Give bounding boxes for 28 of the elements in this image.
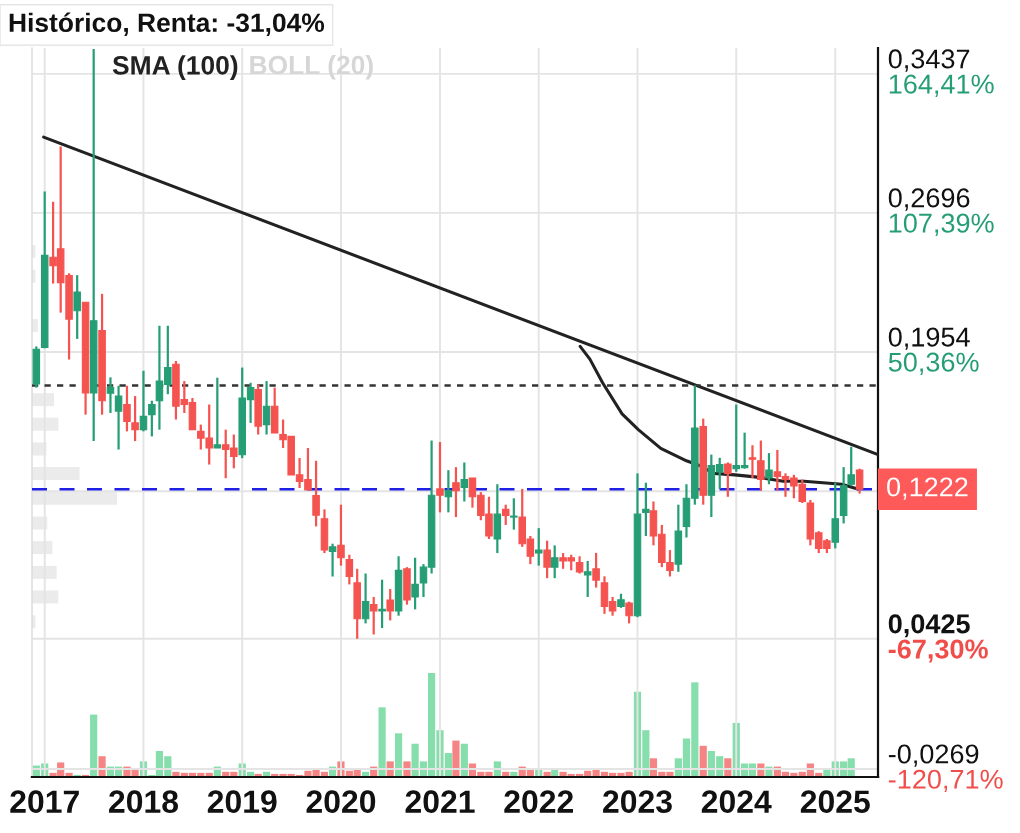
text: SMA (100) (112, 55, 238, 80)
x-tick-label: 2018 (109, 790, 179, 813)
y2-tick-label: 50,36% (888, 352, 979, 375)
y-tick-label: 0,0425 (888, 614, 970, 638)
y-tick-label: 0,3437 (888, 49, 970, 72)
chart-title: Histórico, Renta: -31,04% (9, 12, 325, 36)
bar (98, 756, 106, 777)
bar (394, 733, 403, 777)
annotation: 0,1222 (887, 477, 968, 500)
bar (452, 740, 460, 777)
y-tick-label: 0,1954 (888, 327, 970, 350)
bar (378, 707, 386, 777)
x-tick-label: 2022 (504, 790, 573, 813)
x-tick-label: 2023 (603, 790, 672, 814)
y2-tick-label: -120,71% (888, 769, 1003, 793)
y2-tick-label: 164,41% (889, 74, 994, 97)
bar (90, 714, 98, 777)
x-tick-label: 2021 (405, 790, 475, 813)
y-tick-label: -0,0269 (888, 744, 979, 767)
y2-tick-label: 107,39% (889, 213, 994, 236)
x-tick-label: 2025 (800, 790, 870, 813)
x-tick-label: 2020 (306, 790, 376, 813)
x-tick-label: 2017 (10, 790, 79, 813)
bar (403, 761, 411, 777)
x-tick-label: 2019 (207, 790, 277, 813)
y-tick-label: 0,2696 (888, 188, 970, 211)
x-tick-label: 2024 (701, 790, 772, 813)
y2-tick-label: -67,30% (888, 639, 988, 663)
